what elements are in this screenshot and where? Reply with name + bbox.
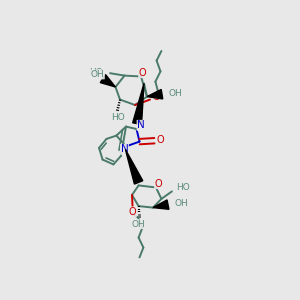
Polygon shape [100,75,116,87]
Polygon shape [153,200,169,209]
Text: O: O [139,68,146,78]
Text: N: N [137,120,145,130]
Text: HO: HO [111,113,124,122]
Text: O: O [152,92,160,102]
Text: OH: OH [91,70,104,79]
Text: HO: HO [176,183,190,192]
Polygon shape [133,83,144,124]
Text: O: O [154,178,162,189]
Polygon shape [147,89,163,99]
Text: O: O [129,207,136,217]
Text: HO: HO [89,68,103,77]
Polygon shape [125,149,143,184]
Text: O: O [156,135,164,145]
Text: N: N [121,144,128,154]
Text: OH: OH [132,220,145,229]
Text: OH: OH [169,89,182,98]
Text: OH: OH [175,200,188,208]
